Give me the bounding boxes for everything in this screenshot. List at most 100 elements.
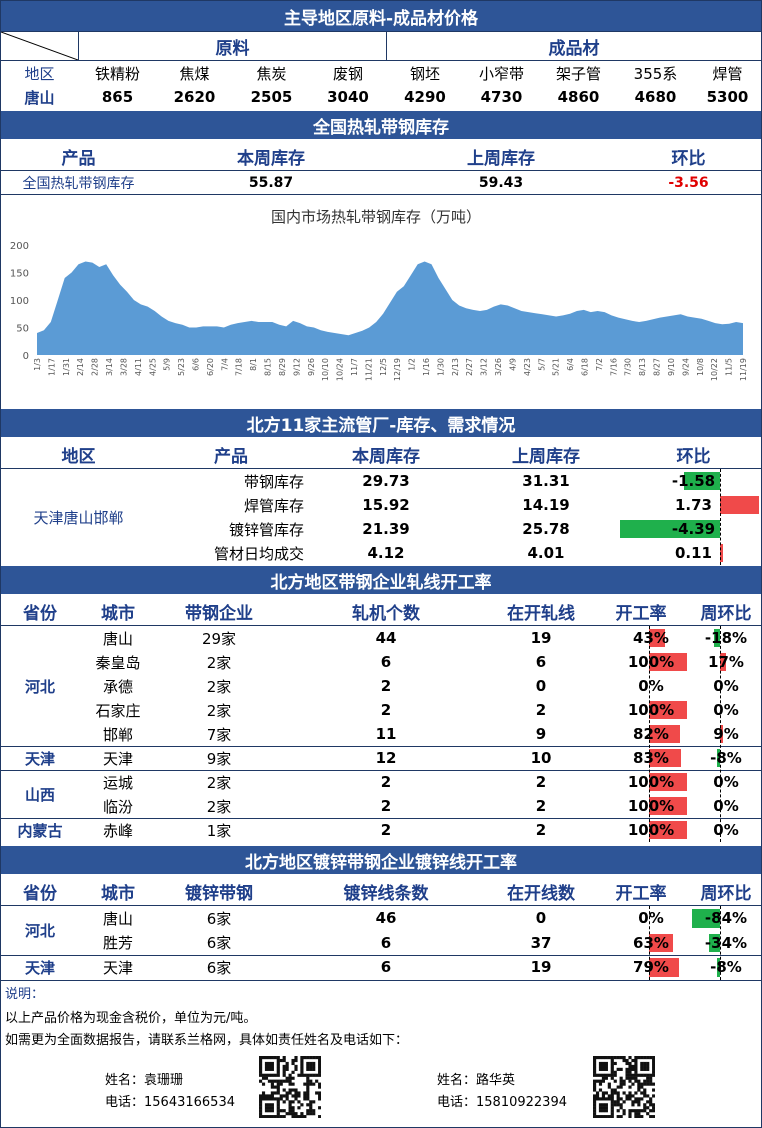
pipe-change: 1.73 xyxy=(674,496,712,514)
rate-bar xyxy=(649,749,681,767)
chart-xtick-label: 5/7 xyxy=(537,358,546,371)
chart-xtick-label: 7/18 xyxy=(235,358,244,376)
galv-row: 天津 6家 6 19 79% -8% xyxy=(1,955,761,980)
chart-ytick-label: 150 xyxy=(10,269,29,280)
province-block: 河北 xyxy=(1,906,761,955)
chart-xtick-label: 7/30 xyxy=(624,358,633,376)
open-lines: 2 xyxy=(535,821,547,839)
group-raw-label: 原料 xyxy=(215,38,250,59)
province-label: 河北 xyxy=(24,922,55,941)
province-label: 山西 xyxy=(24,785,55,804)
firm-count: 7家 xyxy=(206,725,232,744)
wow-bar-negative xyxy=(717,749,720,767)
city-name: 唐山 xyxy=(102,629,133,648)
mill-row: 天津 9家 12 10 83% -8% xyxy=(1,746,761,770)
firm-count: 6家 xyxy=(206,934,232,953)
chart-xtick-label: 1/16 xyxy=(422,358,431,376)
firm-count: 2家 xyxy=(206,797,232,816)
chart-ytick-label: 50 xyxy=(16,324,29,335)
chart-xtick-label: 11/5 xyxy=(725,358,734,376)
province-label: 天津 xyxy=(24,958,55,977)
mill-header-1: 城市 xyxy=(101,603,135,624)
price-value-3: 2505 xyxy=(250,88,293,106)
week-over-week: 0% xyxy=(713,773,739,791)
mill-line-count: 2 xyxy=(380,821,392,839)
province-block: 天津 xyxy=(1,746,761,770)
firm-count: 2家 xyxy=(206,677,232,696)
province-block: 山西 xyxy=(1,770,761,818)
mill-row: 邯郸 7家 11 9 82% 9% xyxy=(1,722,761,746)
galv-row: 唐山 6家 46 0 0% -84% xyxy=(1,906,761,931)
pipe-header-2: 本周库存 xyxy=(352,446,420,467)
open-lines: 9 xyxy=(535,725,547,743)
open-lines: 0 xyxy=(535,909,547,928)
mill-line-count: 6 xyxy=(380,653,392,671)
diagonal-header-cell xyxy=(1,32,78,60)
chart-xtick-label: 6/20 xyxy=(206,358,215,376)
wow-bar-negative xyxy=(714,629,720,647)
price-value-9: 5300 xyxy=(706,88,749,106)
rate-bar xyxy=(649,701,687,719)
notes-line1: 以上产品价格为现金含税价，单位为元/吨。 xyxy=(5,1011,257,1026)
pipe-product: 镀锌管库存 xyxy=(228,520,304,539)
chart-xtick-label: 5/23 xyxy=(177,358,186,376)
province-block: 河北 xyxy=(1,626,761,746)
change-bar-negative xyxy=(684,472,720,490)
pipe-change: -1.58 xyxy=(671,472,716,490)
inventory-product: 全国热轧带钢库存 xyxy=(22,175,135,192)
chart-xtick-label: 2/14 xyxy=(76,358,85,376)
week-over-week: -8% xyxy=(710,958,742,977)
chart-xtick-label: 10/24 xyxy=(336,358,345,381)
firm-count: 6家 xyxy=(206,958,232,977)
open-lines: 19 xyxy=(530,629,552,647)
week-over-week: 0% xyxy=(713,797,739,815)
pipe-product: 焊管库存 xyxy=(243,496,304,515)
price-value-row: 唐山 865 2620 2505 3040 4290 4730 4860 4680 5300 xyxy=(1,85,761,109)
price-value-6: 4730 xyxy=(480,88,523,106)
pipe-current: 15.92 xyxy=(362,496,410,514)
inventory-change: -3.56 xyxy=(668,174,709,191)
firm-count: 2家 xyxy=(206,773,232,792)
pipe-header-row: 地区 产品 本周库存 上周库存 环比 xyxy=(1,441,761,467)
change-bar-positive xyxy=(720,544,723,562)
open-lines: 2 xyxy=(535,701,547,719)
chart-xtick-label: 4/11 xyxy=(134,358,143,376)
mill-line-count: 2 xyxy=(380,701,392,719)
galv-header-4: 在开线数 xyxy=(507,883,575,904)
rate-bar xyxy=(649,629,666,647)
pipe-change: -4.39 xyxy=(671,520,716,538)
chart-area-series xyxy=(37,261,743,355)
mill-row: 赤峰 1家 2 2 100% 0% xyxy=(1,818,761,842)
qr-code-icon xyxy=(259,1056,321,1118)
mill-line-count: 44 xyxy=(375,629,397,647)
pipe-row: 镀锌管库存 21.39 25.78 -4.39 xyxy=(1,517,761,541)
firm-count: 29家 xyxy=(201,629,237,648)
firm-count: 1家 xyxy=(206,821,232,840)
price-value-0: 唐山 xyxy=(24,88,55,107)
rate-bar xyxy=(649,773,687,791)
rate-bar xyxy=(649,725,681,743)
week-over-week: 0% xyxy=(713,821,739,839)
chart-xtick-label: 8/29 xyxy=(278,358,287,376)
city-name: 临汾 xyxy=(102,797,133,816)
open-lines: 2 xyxy=(535,797,547,815)
open-lines: 6 xyxy=(535,653,547,671)
operating-rate: 0% xyxy=(638,677,664,695)
price-header-0: 地区 xyxy=(24,64,55,83)
contact1-phone: 电话：15643166534 xyxy=(105,1095,235,1110)
galv-line-count: 6 xyxy=(380,958,392,977)
pipe-change: 0.11 xyxy=(674,544,712,562)
chart-xtick-label: 2/27 xyxy=(465,358,474,376)
section3-title: 北方11家主流管厂-库存、需求情况 xyxy=(246,415,516,436)
chart-xtick-label: 2/13 xyxy=(451,358,460,376)
mill-line-count: 2 xyxy=(380,677,392,695)
pipe-product: 管材日均成交 xyxy=(213,544,304,563)
chart-xtick-label: 3/28 xyxy=(119,358,128,376)
inventory-data-row: 全国热轧带钢库存 55.87 59.43 -3.56 xyxy=(1,171,761,194)
galv-header-6: 周环比 xyxy=(700,883,752,904)
galv-header-3: 镀锌线条数 xyxy=(343,883,429,904)
province-block: 内蒙古 xyxy=(1,818,761,842)
chart-xtick-label: 10/10 xyxy=(321,358,330,381)
week-over-week: 0% xyxy=(713,701,739,719)
mill-line-count: 11 xyxy=(375,725,397,743)
